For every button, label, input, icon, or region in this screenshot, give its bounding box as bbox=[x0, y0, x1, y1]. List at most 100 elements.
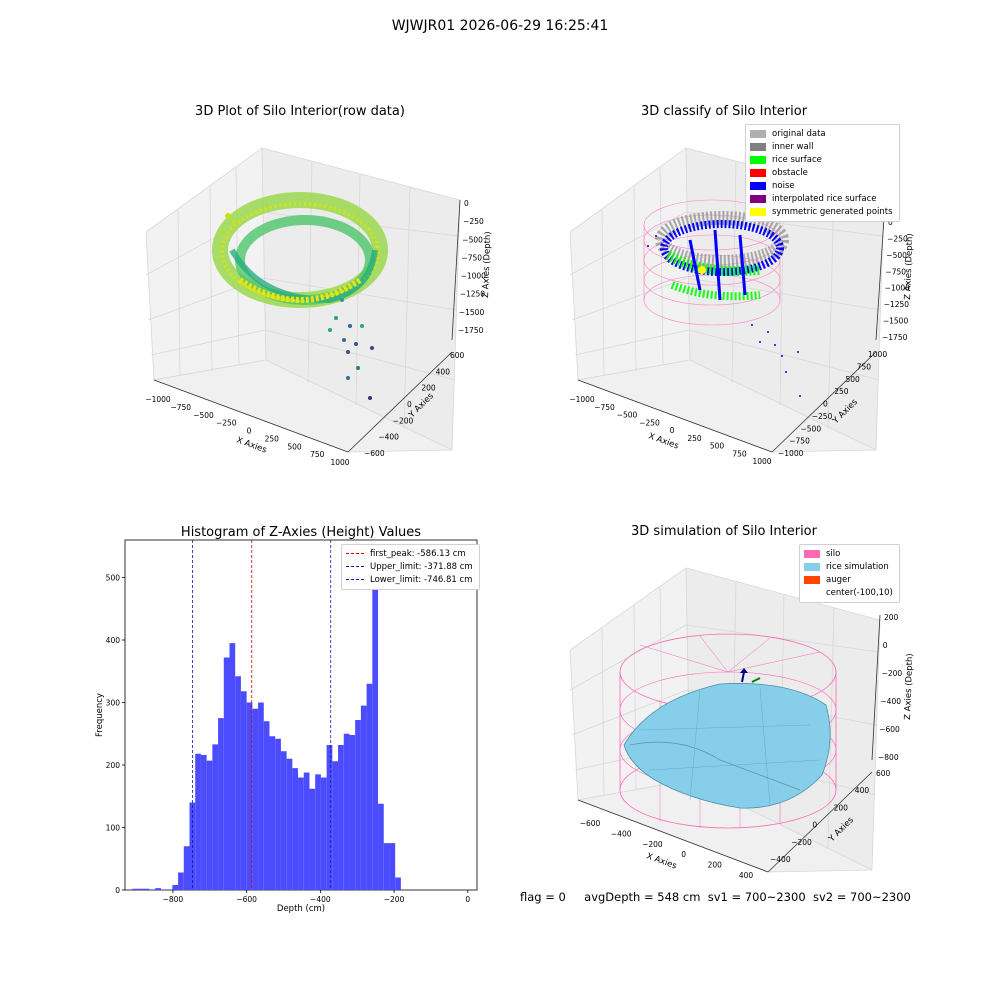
legend-item-center: center(-100,10) bbox=[804, 586, 893, 599]
panel4-x-tick-label: 400 bbox=[739, 871, 754, 880]
footer-sv2: sv2 = 700~2300 bbox=[812, 890, 911, 904]
legend-line bbox=[346, 553, 364, 554]
footer-sv1: sv1 = 700~2300 bbox=[707, 890, 806, 904]
histogram-y-tick-label: 200 bbox=[106, 761, 121, 770]
panel2-y-tick-labels: −1000 −750 −500 −250 0 250 500 750 1000 bbox=[778, 350, 887, 458]
panel2-x-tick-label: −500 bbox=[617, 411, 638, 420]
panel2-z-tick-label: −250 bbox=[887, 234, 908, 243]
legend-item-inner-wall: inner wall bbox=[750, 140, 893, 153]
histogram-bar bbox=[343, 733, 350, 890]
panel4-x-tick-label: −400 bbox=[611, 829, 632, 838]
panel1-z-tick-labels: 0 −250 −500 −750 −1000 −1250 −1500 −1750 bbox=[458, 199, 486, 335]
legend-label: rice simulation bbox=[826, 561, 889, 572]
legend-label: obstacle bbox=[772, 167, 808, 178]
histogram-bar bbox=[166, 889, 173, 890]
panel4-z-tick-label: −600 bbox=[879, 725, 900, 734]
histogram-bars bbox=[132, 558, 401, 890]
legend-swatch bbox=[750, 155, 766, 164]
panel2-z-tick-label: −1750 bbox=[882, 333, 908, 342]
legend-item-lower-limit: Lower_limit: -746.81 cm bbox=[346, 573, 473, 586]
histogram-bar bbox=[349, 735, 356, 890]
legend-swatch bbox=[804, 575, 820, 584]
panel2-x-tick-labels: −1000−750−500−250 0 250 500 750 1000 bbox=[569, 395, 771, 466]
panel4-x-tick-labels: −600 −400 −200 0 200 400 bbox=[580, 819, 754, 880]
legend-label: symmetric generated points bbox=[772, 206, 893, 217]
histogram-bar bbox=[269, 736, 276, 890]
panel2-y-tick-label: −1000 bbox=[778, 449, 804, 458]
histogram-bar bbox=[315, 774, 321, 890]
panel1-x-tick-label: −250 bbox=[216, 419, 237, 428]
panel2-y-tick-label: 500 bbox=[846, 375, 861, 384]
histogram-bar bbox=[263, 721, 270, 890]
histogram-x-tick-label: 0 bbox=[465, 895, 470, 904]
panel2-y-tick-label: −750 bbox=[789, 437, 810, 446]
panel1-y-tick-label: 400 bbox=[436, 367, 451, 376]
panel2-y-tick-label: −250 bbox=[812, 412, 833, 421]
histogram-bar bbox=[258, 702, 264, 890]
footer-flag: flag = 0 bbox=[520, 890, 566, 904]
histogram-y-ticks: 0 100 200 300 400 500 bbox=[106, 574, 125, 895]
histogram-bar bbox=[338, 745, 344, 890]
panel4-y-tick-label: 400 bbox=[855, 786, 870, 795]
legend-label: interpolated rice surface bbox=[772, 193, 877, 204]
histogram-bar bbox=[383, 843, 390, 890]
panel2-y-tick-label: −500 bbox=[801, 424, 822, 433]
histogram-bar bbox=[372, 558, 379, 890]
histogram-x-tick-label: −800 bbox=[163, 895, 184, 904]
legend-swatch bbox=[750, 129, 766, 138]
panel1-x-tick-label: −750 bbox=[170, 403, 191, 412]
histogram-bar bbox=[378, 803, 384, 890]
panel4-z-tick-label: −200 bbox=[882, 669, 903, 678]
panel1-x-tick-label: −500 bbox=[193, 411, 214, 420]
panel4-y-tick-label: 0 bbox=[812, 821, 817, 830]
panel2-y-tick-label: 250 bbox=[834, 387, 849, 396]
panel1-x-label: X Axies bbox=[235, 435, 268, 455]
panel2-legend: original data inner wall rice surface ob… bbox=[745, 124, 900, 222]
panel1-points bbox=[212, 192, 388, 400]
histogram-bar bbox=[320, 777, 327, 890]
panel4-z-tick-label: 0 bbox=[883, 641, 888, 650]
histogram-bar bbox=[275, 738, 281, 890]
panel2-x-tick-label: 750 bbox=[732, 449, 747, 458]
legend-item-silo: silo bbox=[804, 547, 893, 560]
histogram-y-tick-label: 0 bbox=[115, 886, 120, 895]
histogram-bar bbox=[303, 772, 310, 890]
histogram-bar bbox=[195, 753, 201, 890]
legend-label: Upper_limit: -371.88 cm bbox=[370, 561, 473, 572]
panel2-z-tick-label: −1500 bbox=[883, 317, 909, 326]
panel1-y-tick-label: −400 bbox=[378, 433, 399, 442]
legend-label: rice surface bbox=[772, 154, 822, 165]
panel2-z-tick-label: −500 bbox=[886, 251, 907, 260]
histogram-y-label: Frequency bbox=[95, 693, 105, 737]
legend-item-symmetric-generated-points: symmetric generated points bbox=[750, 205, 893, 218]
panel4-silo-and-surface bbox=[619, 633, 837, 829]
panel2-x-tick-label: 250 bbox=[687, 434, 702, 443]
panel4-y-tick-label: −200 bbox=[791, 838, 812, 847]
panel4-x-label: X Axies bbox=[645, 851, 678, 871]
panel2-x-tick-label: 500 bbox=[710, 442, 725, 451]
legend-swatch bbox=[804, 562, 820, 571]
panel4-z-tick-label: −800 bbox=[878, 753, 899, 762]
histogram-bar bbox=[286, 758, 293, 890]
legend-line bbox=[346, 566, 364, 567]
panel1-y-tick-label: −600 bbox=[364, 449, 385, 458]
histogram-plot-area: −800 −600 −400 −200 0 0 100 200 300 400 500 bbox=[106, 539, 478, 904]
panel4-z-tick-label: −400 bbox=[880, 697, 901, 706]
panel2-z-tick-label: −750 bbox=[885, 267, 906, 276]
histogram-x-label: Depth (cm) bbox=[277, 904, 325, 914]
panel2-axis-lines bbox=[577, 217, 885, 453]
panel2-points bbox=[643, 199, 801, 397]
panel1-z-tick-label: 0 bbox=[464, 199, 469, 208]
histogram-y-tick-label: 100 bbox=[106, 824, 121, 833]
histogram-bar bbox=[326, 745, 333, 890]
panel4-axis-lines bbox=[577, 614, 881, 873]
histogram-bar bbox=[360, 705, 367, 890]
panel2-z-tick-label: 0 bbox=[888, 218, 893, 227]
legend-label: silo bbox=[826, 548, 841, 559]
legend-label: inner wall bbox=[772, 141, 814, 152]
histogram-bar bbox=[138, 888, 144, 890]
panel1-z-tick-label: −500 bbox=[462, 235, 483, 244]
legend-label: first_peak: -586.13 cm bbox=[370, 548, 466, 559]
